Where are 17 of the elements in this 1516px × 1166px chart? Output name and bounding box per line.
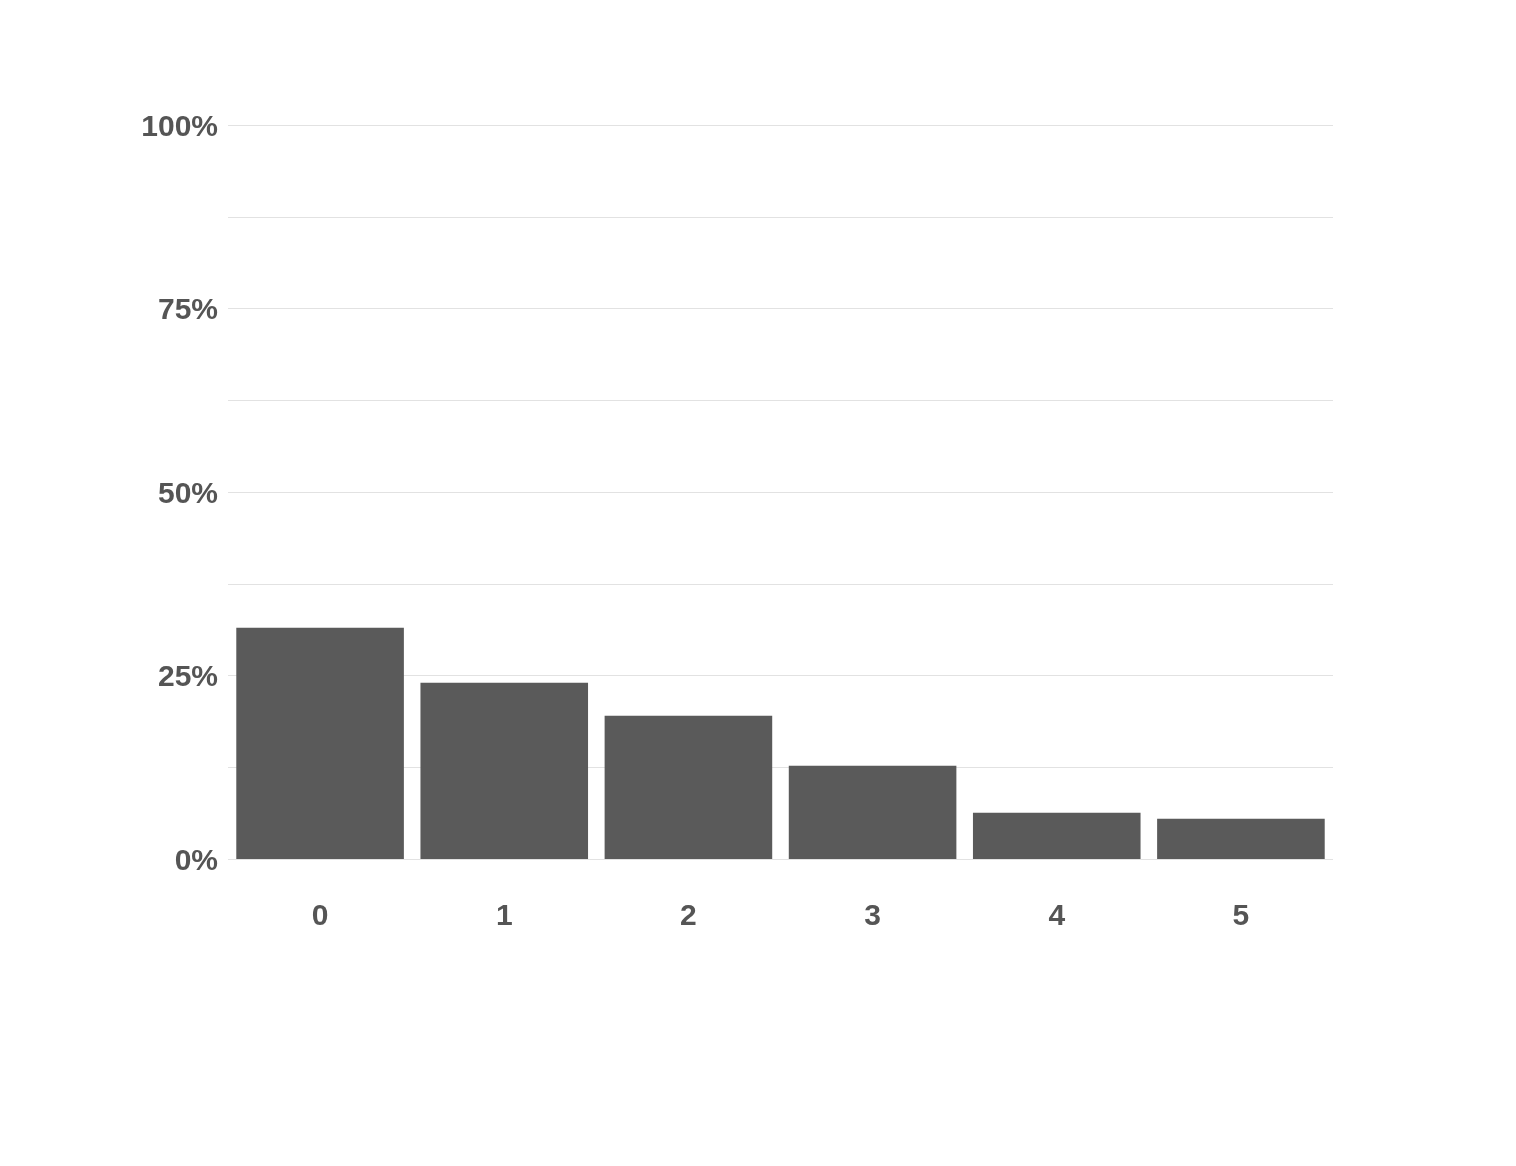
x-tick-label: 3 [864,897,881,931]
bar [420,682,589,859]
bar [1157,818,1325,859]
x-tick-label: 0 [311,897,329,931]
y-tick-label: 100% [141,108,218,142]
bar [236,627,404,859]
x-tick-label: 2 [680,897,697,931]
y-tick-label: 25% [157,659,218,692]
x-tick-label: 1 [495,897,513,931]
x-tick-label: 5 [1232,897,1250,931]
bar [604,715,773,859]
y-tick-label: 75% [157,292,218,325]
bar [972,812,1141,859]
x-tick-label: 4 [1048,897,1066,931]
y-tick-label: 50% [157,475,218,509]
bar [788,765,957,859]
y-tick-label: 0% [174,842,218,876]
